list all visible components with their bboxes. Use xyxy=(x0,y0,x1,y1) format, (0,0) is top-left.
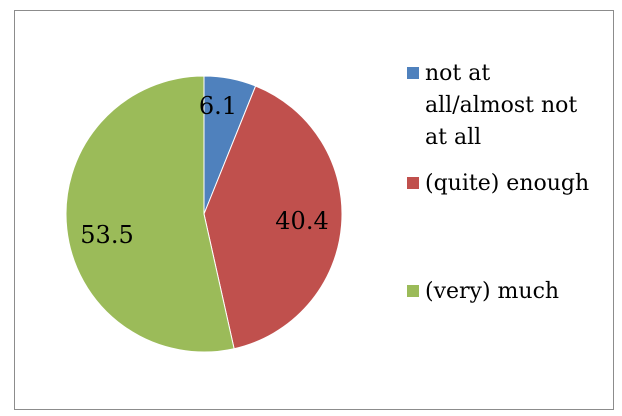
legend-swatch xyxy=(407,67,419,79)
slice-data-label-0: 6.1 xyxy=(199,92,237,120)
legend-item-very-much: (very) much xyxy=(407,276,605,308)
legend-swatch xyxy=(407,285,419,297)
legend-label: (very) much xyxy=(425,279,560,304)
slice-data-label-1: 40.4 xyxy=(275,207,328,235)
legend-item-quite-enough: (quite) enough xyxy=(407,168,605,200)
legend-label: not at all/almost not at all xyxy=(425,61,578,150)
legend-swatch xyxy=(407,177,419,189)
legend-item-not-at-all: not at all/almost not at all xyxy=(407,58,605,154)
pie-slice-2 xyxy=(65,75,235,353)
legend-label: (quite) enough xyxy=(425,171,590,196)
slice-data-label-2: 53.5 xyxy=(80,221,133,249)
pie-slice-1 xyxy=(203,85,343,350)
